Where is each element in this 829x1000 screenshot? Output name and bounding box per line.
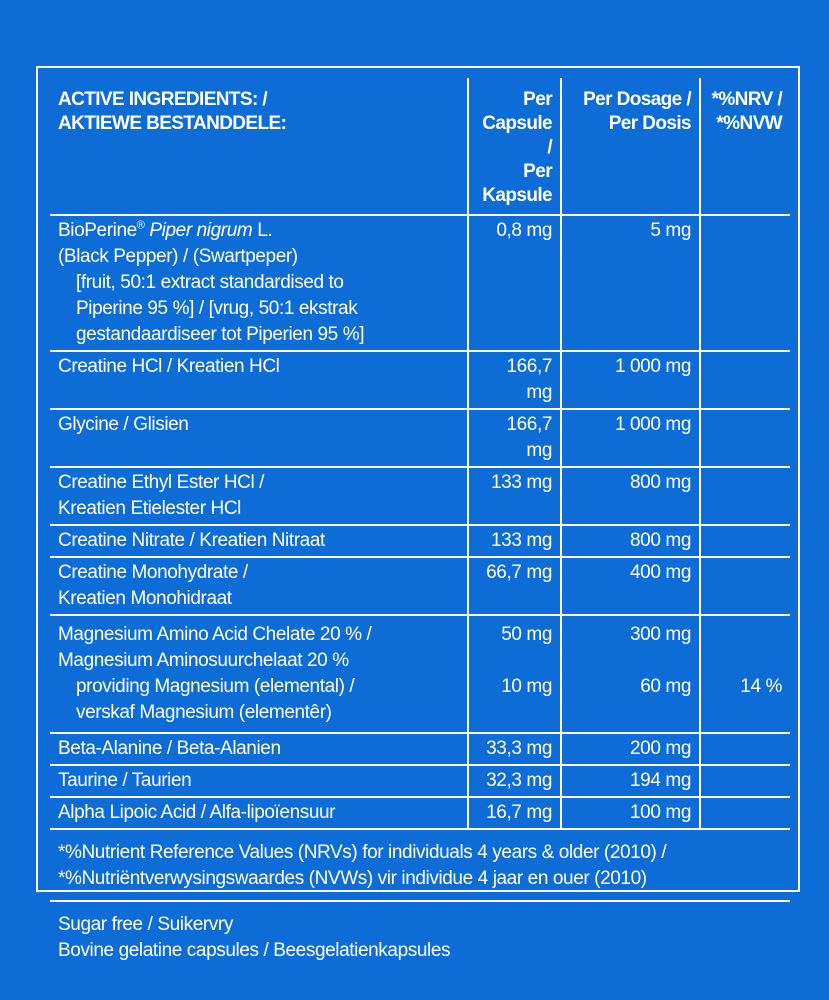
table-header-row: ACTIVE INGREDIENTS: / AKTIEWE BESTANDDEL… — [50, 78, 790, 216]
header-ingredients: ACTIVE INGREDIENTS: / AKTIEWE BESTANDDEL… — [50, 78, 469, 216]
per-capsule-value: 0,8 mg — [467, 214, 562, 352]
header-per-dosage: Per Dosage / Per Dosis — [560, 78, 701, 216]
notes-row: Sugar free / Suikervry Bovine gelatine c… — [50, 900, 790, 966]
nrv-footnote: *%Nutrient Reference Values (NRVs) for i… — [50, 828, 790, 902]
nrv-value — [700, 732, 790, 766]
table-row: Beta-Alanine / Beta-Alanien 33,3 mg 200 … — [50, 732, 790, 766]
table-row: Creatine HCl / Kreatien HCl 166,7 mg 1 0… — [50, 350, 790, 410]
per-dosage-value: 300 mg 60 mg — [560, 614, 701, 734]
per-capsule-value: 166,7 mg — [467, 408, 562, 468]
table-row-bioperine: BioPerine® Piper nigrum L. (Black Pepper… — [50, 214, 790, 352]
ingredients-panel: ACTIVE INGREDIENTS: / AKTIEWE BESTANDDEL… — [36, 66, 800, 966]
nrv-value: 14 % — [700, 614, 790, 734]
per-dosage-value: 200 mg — [560, 732, 701, 766]
per-dosage-value: 800 mg — [560, 524, 701, 558]
table-row: Alpha Lipoic Acid / Alfa-lipoïensuur 16,… — [50, 796, 790, 830]
per-capsule-value: 133 mg — [467, 466, 562, 526]
ingredient-name: Creatine Nitrate / Kreatien Nitraat — [50, 524, 469, 558]
header-per-capsule: Per Capsule / Per Kapsule — [467, 78, 562, 216]
ingredient-name: Creatine Monohydrate / Kreatien Monohidr… — [50, 556, 469, 616]
capsule-note: Bovine gelatine capsules / Beesgelatienk… — [58, 940, 451, 961]
product-notes: Sugar free / Suikervry Bovine gelatine c… — [50, 900, 790, 966]
ingredient-name: Taurine / Taurien — [50, 764, 469, 798]
ingredient-name: BioPerine® Piper nigrum L. (Black Pepper… — [50, 214, 469, 352]
ingredient-name: Glycine / Glisien — [50, 408, 469, 468]
per-capsule-value: 133 mg — [467, 524, 562, 558]
per-dosage-value: 100 mg — [560, 796, 701, 830]
table-row: Taurine / Taurien 32,3 mg 194 mg — [50, 764, 790, 798]
nrv-value — [700, 764, 790, 798]
per-capsule-value: 50 mg 10 mg — [467, 614, 562, 734]
header-nrv: *%NRV / *%NVW — [700, 78, 790, 216]
per-dosage-value: 194 mg — [560, 764, 701, 798]
table-row: Creatine Ethyl Ester HCl / Kreatien Etie… — [50, 466, 790, 526]
ingredients-table: ACTIVE INGREDIENTS: / AKTIEWE BESTANDDEL… — [50, 78, 790, 966]
per-capsule-value: 16,7 mg — [467, 796, 562, 830]
nrv-value — [700, 466, 790, 526]
ingredient-name: Beta-Alanine / Beta-Alanien — [50, 732, 469, 766]
per-capsule-value: 32,3 mg — [467, 764, 562, 798]
ingredient-name: Magnesium Amino Acid Chelate 20 % / Magn… — [50, 614, 469, 734]
sugar-free-note: Sugar free / Suikervry — [58, 914, 233, 935]
nrv-value — [700, 556, 790, 616]
per-dosage-value: 5 mg — [560, 214, 701, 352]
nrv-value — [700, 350, 790, 410]
footnote-row: *%Nutrient Reference Values (NRVs) for i… — [50, 828, 790, 902]
table-row: Creatine Nitrate / Kreatien Nitraat 133 … — [50, 524, 790, 558]
per-dosage-value: 1 000 mg — [560, 408, 701, 468]
ingredient-name: Creatine HCl / Kreatien HCl — [50, 350, 469, 410]
per-capsule-value: 66,7 mg — [467, 556, 562, 616]
per-capsule-value: 166,7 mg — [467, 350, 562, 410]
ingredient-name: Alpha Lipoic Acid / Alfa-lipoïensuur — [50, 796, 469, 830]
per-dosage-value: 800 mg — [560, 466, 701, 526]
per-capsule-value: 33,3 mg — [467, 732, 562, 766]
nrv-value — [700, 408, 790, 468]
ingredient-name: Creatine Ethyl Ester HCl / Kreatien Etie… — [50, 466, 469, 526]
nrv-value — [700, 214, 790, 352]
table-row: Glycine / Glisien 166,7 mg 1 000 mg — [50, 408, 790, 468]
table-row-magnesium: Magnesium Amino Acid Chelate 20 % / Magn… — [50, 614, 790, 734]
nrv-value — [700, 524, 790, 558]
per-dosage-value: 400 mg — [560, 556, 701, 616]
nrv-value — [700, 796, 790, 830]
per-dosage-value: 1 000 mg — [560, 350, 701, 410]
table-row: Creatine Monohydrate / Kreatien Monohidr… — [50, 556, 790, 616]
